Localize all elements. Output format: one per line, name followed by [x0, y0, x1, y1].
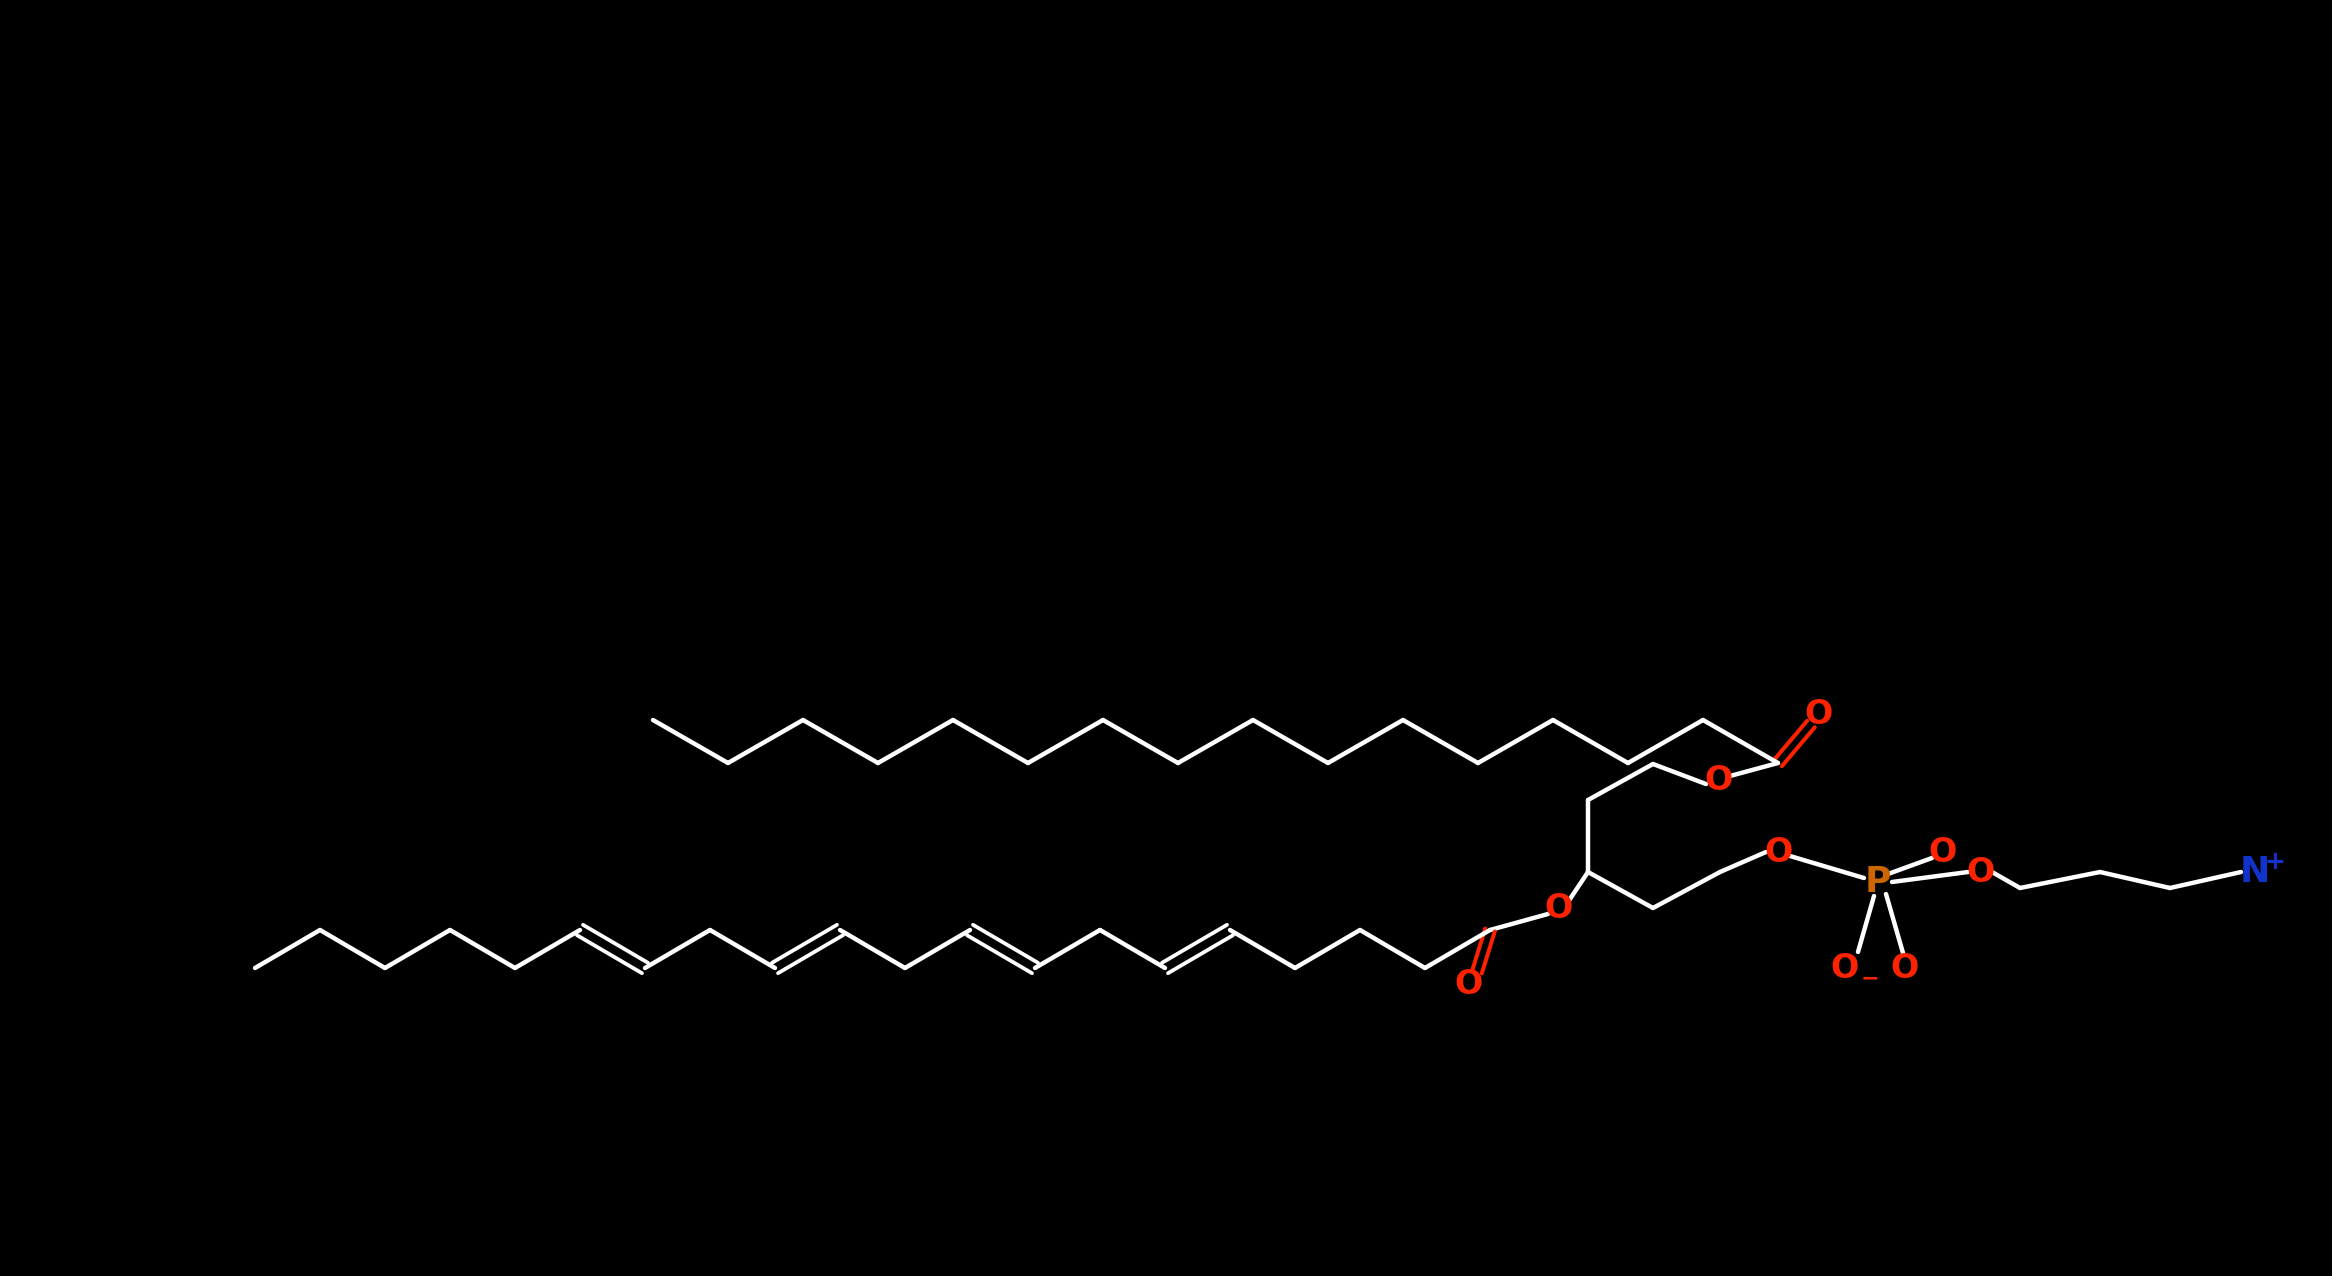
Text: O: O	[1805, 698, 1833, 730]
Text: O: O	[1891, 952, 1919, 985]
Text: O: O	[1705, 763, 1733, 796]
Text: P: P	[1866, 865, 1891, 900]
Text: O: O	[1831, 952, 1859, 985]
Text: O: O	[1929, 836, 1957, 869]
Text: N: N	[2239, 855, 2269, 889]
Text: O: O	[1966, 855, 1994, 888]
Text: O: O	[1544, 892, 1572, 925]
Text: O: O	[1763, 836, 1791, 869]
Text: O: O	[1455, 967, 1483, 1000]
Text: −: −	[1861, 968, 1880, 988]
Text: +: +	[2264, 850, 2285, 874]
